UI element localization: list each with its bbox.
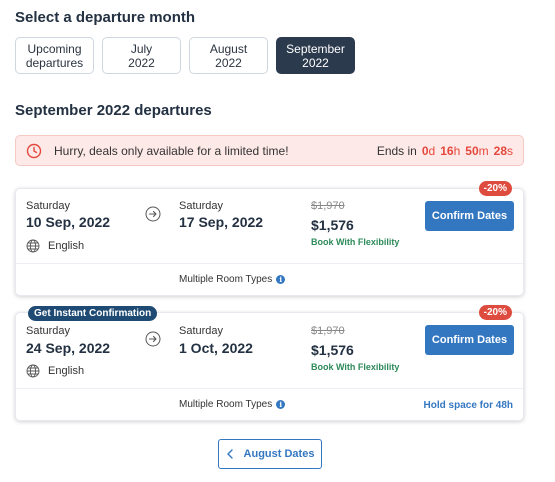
price: $1,576 [311, 342, 354, 358]
month-label: Upcoming [27, 41, 82, 56]
room-types: Multiple Room Types i [179, 274, 286, 285]
globe-icon [26, 239, 40, 253]
countdown: Ends in 0d 16h 50m 28s [377, 144, 513, 158]
departure-card: Get Instant Confirmation -20% Saturday 2… [15, 305, 524, 421]
end-day: Saturday [179, 200, 224, 212]
info-icon[interactable]: i [276, 275, 286, 284]
language: English [48, 365, 85, 377]
info-icon[interactable]: i [276, 400, 286, 409]
month-sub: 2022 [215, 55, 242, 70]
clock-icon [26, 143, 42, 158]
room-types-label: Multiple Room Types [179, 274, 273, 285]
start-day: Saturday [26, 200, 71, 212]
discount-badge: -20% [478, 181, 512, 196]
departure-card: -20% Saturday 10 Sep, 2022 Saturday 17 S… [15, 181, 524, 296]
discount-badge: -20% [478, 305, 512, 320]
countdown-seconds: 28 [493, 143, 507, 158]
divider [16, 263, 523, 264]
arrow-right-icon [145, 206, 161, 222]
end-day: Saturday [179, 325, 224, 337]
month-sub: 2022 [302, 55, 329, 70]
arrow-right-icon [145, 331, 161, 347]
end-date: 17 Sep, 2022 [179, 214, 264, 230]
countdown-hours-unit: h [453, 143, 461, 158]
month-label: September [286, 41, 345, 56]
end-date: 1 Oct, 2022 [179, 340, 253, 356]
previous-month-button[interactable]: August Dates [218, 439, 322, 469]
globe-icon [26, 364, 40, 378]
confirm-dates-button[interactable]: Confirm Dates [425, 201, 514, 231]
month-label: August [209, 41, 248, 56]
month-sub: 2022 [128, 55, 155, 70]
confirm-dates-button[interactable]: Confirm Dates [425, 325, 514, 355]
month-september-button[interactable]: September 2022 [276, 37, 355, 74]
month-selector: Upcoming departures July 2022 August 2022 S… [15, 37, 355, 74]
countdown-days: 0 [421, 143, 429, 158]
price: $1,576 [311, 217, 354, 233]
month-august-button[interactable]: August 2022 [189, 37, 268, 74]
instant-confirmation-badge: Get Instant Confirmation [28, 306, 158, 321]
old-price: $1,970 [311, 325, 345, 337]
countdown-seconds-unit: s [507, 143, 513, 158]
countdown-hours: 16 [440, 143, 454, 158]
month-label: July [130, 41, 153, 56]
room-types-label: Multiple Room Types [179, 399, 273, 410]
page-title: Select a departure month [15, 9, 196, 26]
section-title: September 2022 departures [15, 102, 212, 119]
deal-message: Hurry, deals only available for a limite… [54, 143, 289, 158]
countdown-minutes-unit: m [478, 143, 489, 158]
chevron-left-icon [226, 449, 233, 459]
month-upcoming-button[interactable]: Upcoming departures [15, 37, 94, 74]
start-date: 10 Sep, 2022 [26, 214, 111, 230]
ends-label: Ends in [376, 143, 417, 158]
start-date: 24 Sep, 2022 [26, 340, 111, 356]
month-july-button[interactable]: July 2022 [102, 37, 181, 74]
flexibility-label: Book With Flexibility [311, 362, 400, 372]
countdown-days-unit: d [428, 143, 436, 158]
room-types: Multiple Room Types i [179, 399, 286, 410]
month-sub: departures [25, 55, 84, 70]
previous-month-label: August Dates [243, 448, 315, 460]
hold-space-link[interactable]: Hold space for 48h [423, 400, 513, 411]
language: English [48, 240, 85, 252]
start-day: Saturday [26, 325, 71, 337]
flexibility-label: Book With Flexibility [311, 237, 400, 247]
old-price: $1,970 [311, 200, 345, 212]
divider [16, 388, 523, 389]
deal-banner: Hurry, deals only available for a limite… [15, 135, 524, 166]
countdown-minutes: 50 [465, 143, 479, 158]
